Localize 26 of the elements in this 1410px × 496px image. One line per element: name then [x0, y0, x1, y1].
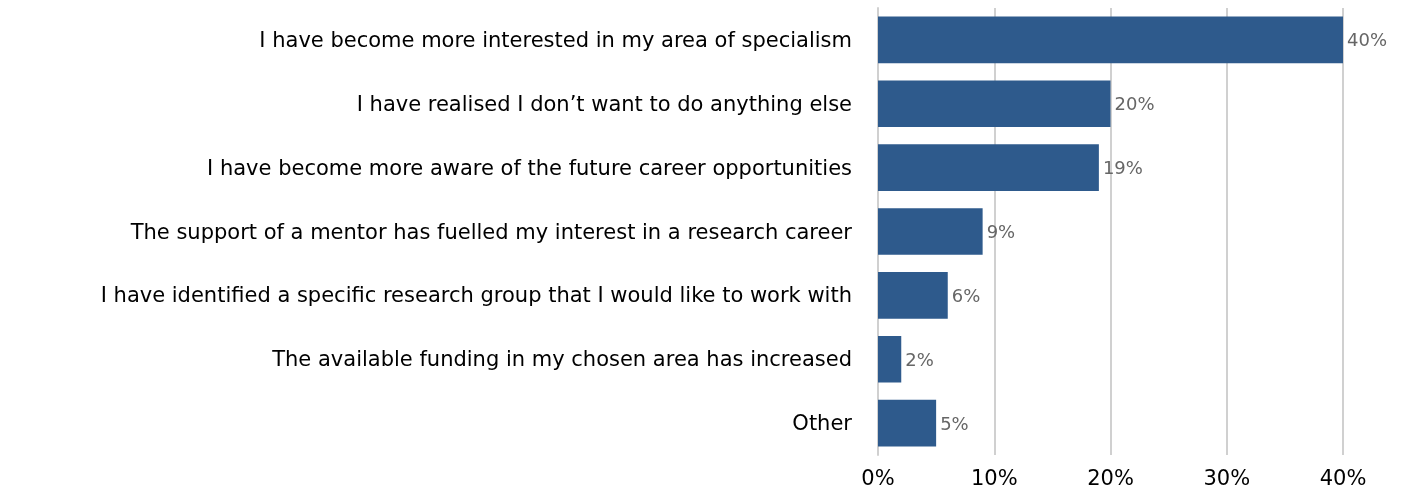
bar [878, 80, 1111, 128]
x-tick-label: 30% [1203, 465, 1251, 490]
y-tick-label: The available funding in my chosen area has increased [271, 347, 852, 372]
bar [878, 16, 1343, 64]
x-tick-label: 0% [861, 465, 895, 490]
bar [878, 144, 1099, 191]
data-label: 20% [1114, 93, 1155, 115]
x-tick-label: 10% [970, 465, 1018, 490]
bar [878, 399, 937, 447]
data-label: 2% [905, 348, 934, 370]
data-label: 19% [1102, 157, 1143, 179]
data-label: 9% [986, 221, 1016, 242]
y-tick-label: I have identified a specific research group that I would like to work with [100, 283, 852, 308]
y-tick-label: I have become more interested in my area of specialism [259, 27, 852, 52]
data-label: 5% [940, 412, 969, 434]
x-tick-label: 20% [1087, 465, 1134, 490]
bar [878, 208, 983, 255]
x-tick-label: 40% [1319, 465, 1367, 490]
y-tick-label: The support of a mentor has fuelled my interest in a research career [129, 219, 853, 244]
data-label: 6% [951, 284, 981, 306]
y-tick-label: I have become more aware of the future career opportunities [207, 155, 852, 180]
y-tick-label: I have realised I don’t want to do anything else [356, 91, 852, 116]
bar [878, 272, 948, 319]
data-label: 40% [1347, 29, 1388, 51]
bar [878, 335, 902, 383]
y-tick-label: Other [792, 411, 853, 436]
